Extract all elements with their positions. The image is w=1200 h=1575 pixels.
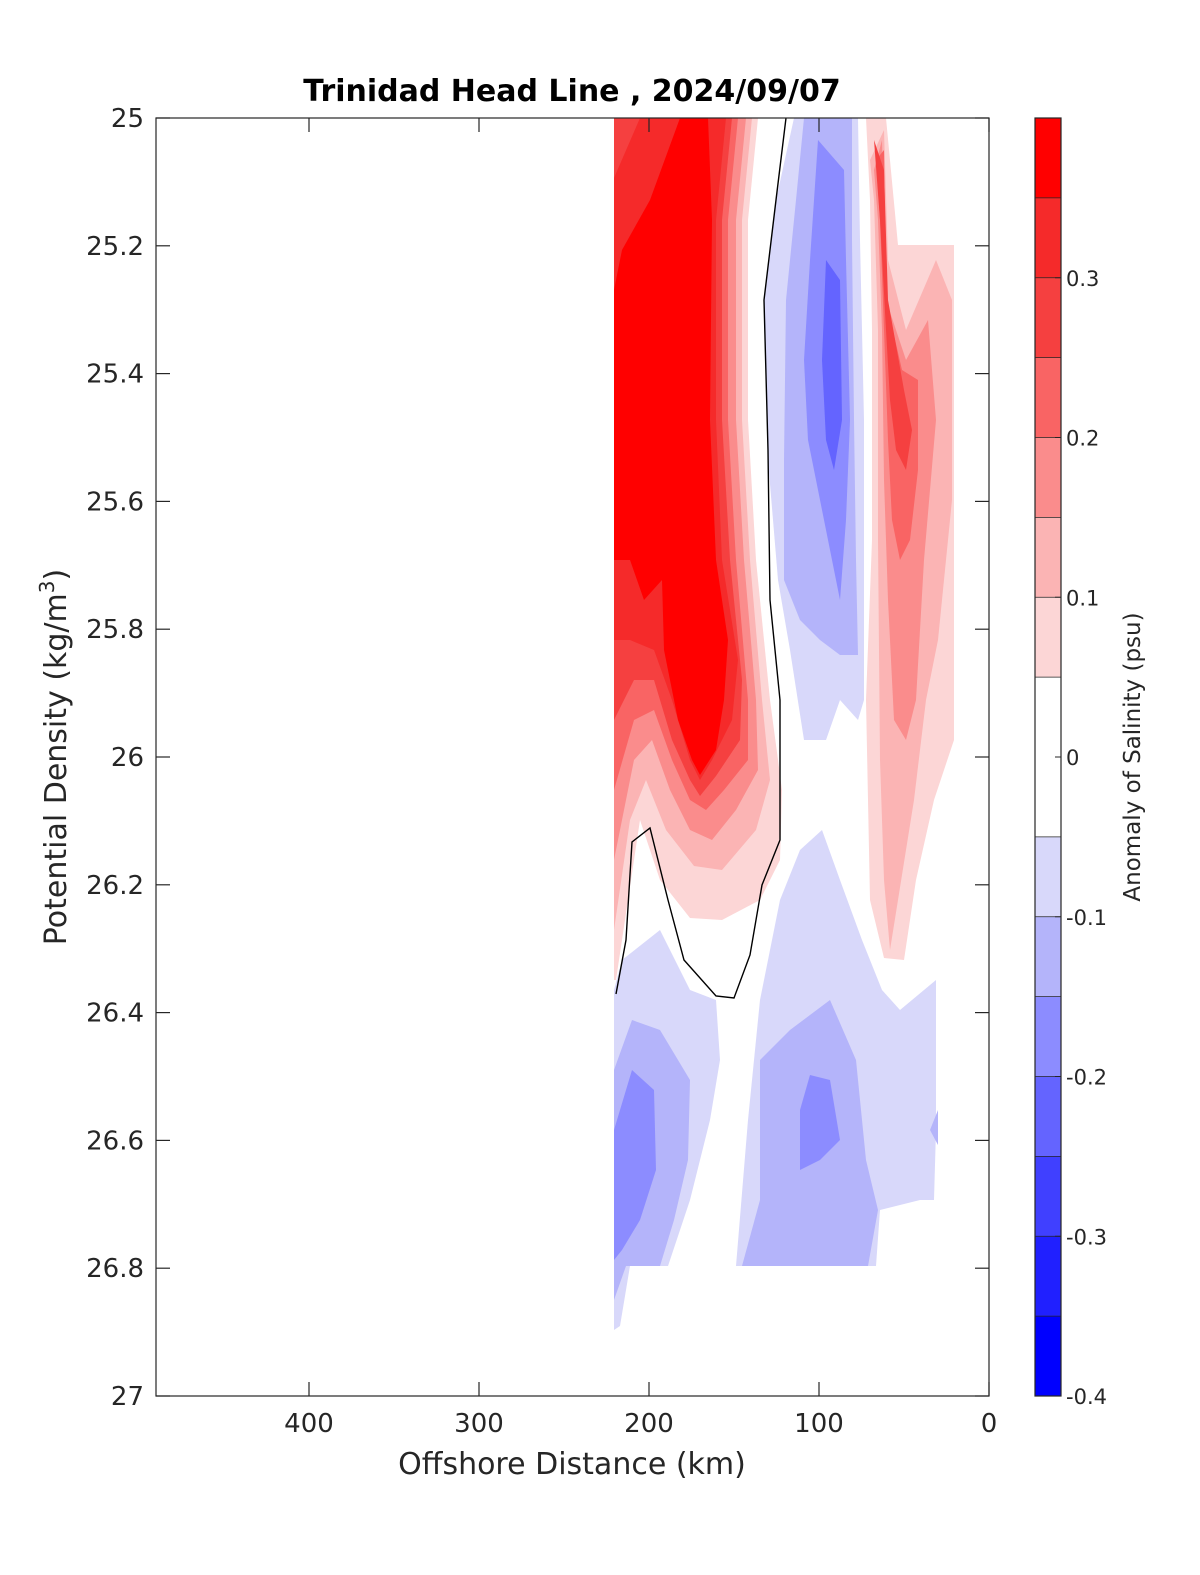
colorbar-band <box>1035 357 1061 438</box>
offshore-positive-level-035 <box>614 118 728 775</box>
colorbar-band <box>1035 1076 1061 1157</box>
x-tick-label: 300 <box>454 1409 504 1439</box>
colorbar-band <box>1035 1316 1061 1396</box>
midshelf-negative-level-025 <box>822 260 842 470</box>
colorbar-tick-label: -0.1 <box>1066 906 1107 930</box>
y-axis-label-end: ) <box>39 569 74 581</box>
colorbar: 0.3 0.2 0.1 0 -0.1 -0.2 -0.3 -0.4 <box>1034 117 1107 1409</box>
contour-layers <box>614 118 954 1330</box>
colorbar-tick-label: 0.2 <box>1066 427 1099 451</box>
colorbar-tick-label: -0.2 <box>1066 1066 1107 1090</box>
colorbar-band <box>1035 1236 1061 1317</box>
nearshore-positive-level-025 <box>874 140 912 470</box>
y-tick-label: 25.2 <box>86 232 144 262</box>
y-tick-label: 26.2 <box>86 871 144 901</box>
colorbar-band <box>1035 517 1061 598</box>
colorbar-tick-label: 0.3 <box>1066 267 1099 291</box>
colorbar-band <box>1035 916 1061 997</box>
y-tick-label: 26.4 <box>86 999 144 1029</box>
y-tick-label: 27 <box>111 1382 144 1412</box>
x-axis-ticks: 400 300 200 100 0 <box>284 118 997 1439</box>
colorbar-tick-label: -0.4 <box>1066 1385 1107 1409</box>
chart-title: Trinidad Head Line , 2024/09/07 <box>303 74 840 109</box>
colorbar-tick-label: 0.1 <box>1066 586 1099 610</box>
y-tick-label: 25.4 <box>86 360 144 390</box>
x-tick-label: 0 <box>981 1409 998 1439</box>
y-tick-label: 26 <box>111 743 144 773</box>
colorbar-label: Anomaly of Salinity (psu) <box>1120 612 1146 901</box>
y-axis-label: Potential Density (kg/m3) <box>35 569 74 945</box>
nearshore-deep-negative-spot <box>930 1110 938 1145</box>
colorbar-band <box>1035 1156 1061 1237</box>
y-tick-label: 26.6 <box>86 1126 144 1156</box>
colorbar-band <box>1035 996 1061 1077</box>
colorbar-tick-label: -0.3 <box>1066 1225 1107 1249</box>
y-axis-ticks: 25 25.2 25.4 25.6 25.8 26 26.2 26.4 26.6 26.8 27 <box>86 104 989 1412</box>
colorbar-band <box>1035 277 1061 358</box>
colorbar-tick-label: 0 <box>1066 746 1079 770</box>
y-tick-label: 25.8 <box>86 615 144 645</box>
deep-midshelf-negative-level-020 <box>800 1075 840 1170</box>
colorbar-band <box>1035 597 1061 678</box>
x-tick-label: 200 <box>624 1409 674 1439</box>
x-tick-label: 100 <box>794 1409 844 1439</box>
y-axis-label-sup: 3 <box>35 580 59 593</box>
x-axis-label: Offshore Distance (km) <box>398 1447 746 1482</box>
y-tick-label: 25 <box>111 104 144 134</box>
y-tick-label: 26.8 <box>86 1254 144 1284</box>
colorbar-band <box>1035 836 1061 917</box>
colorbar-band <box>1035 437 1061 518</box>
y-axis-label-main: Potential Density (kg/m <box>39 593 74 945</box>
x-tick-label: 400 <box>284 1409 334 1439</box>
deep-offshore-negative-level-020 <box>614 1070 656 1260</box>
y-tick-label: 25.6 <box>86 487 144 517</box>
zero-contour-offshore <box>615 118 787 999</box>
colorbar-band <box>1035 118 1061 198</box>
colorbar-band <box>1035 197 1061 278</box>
